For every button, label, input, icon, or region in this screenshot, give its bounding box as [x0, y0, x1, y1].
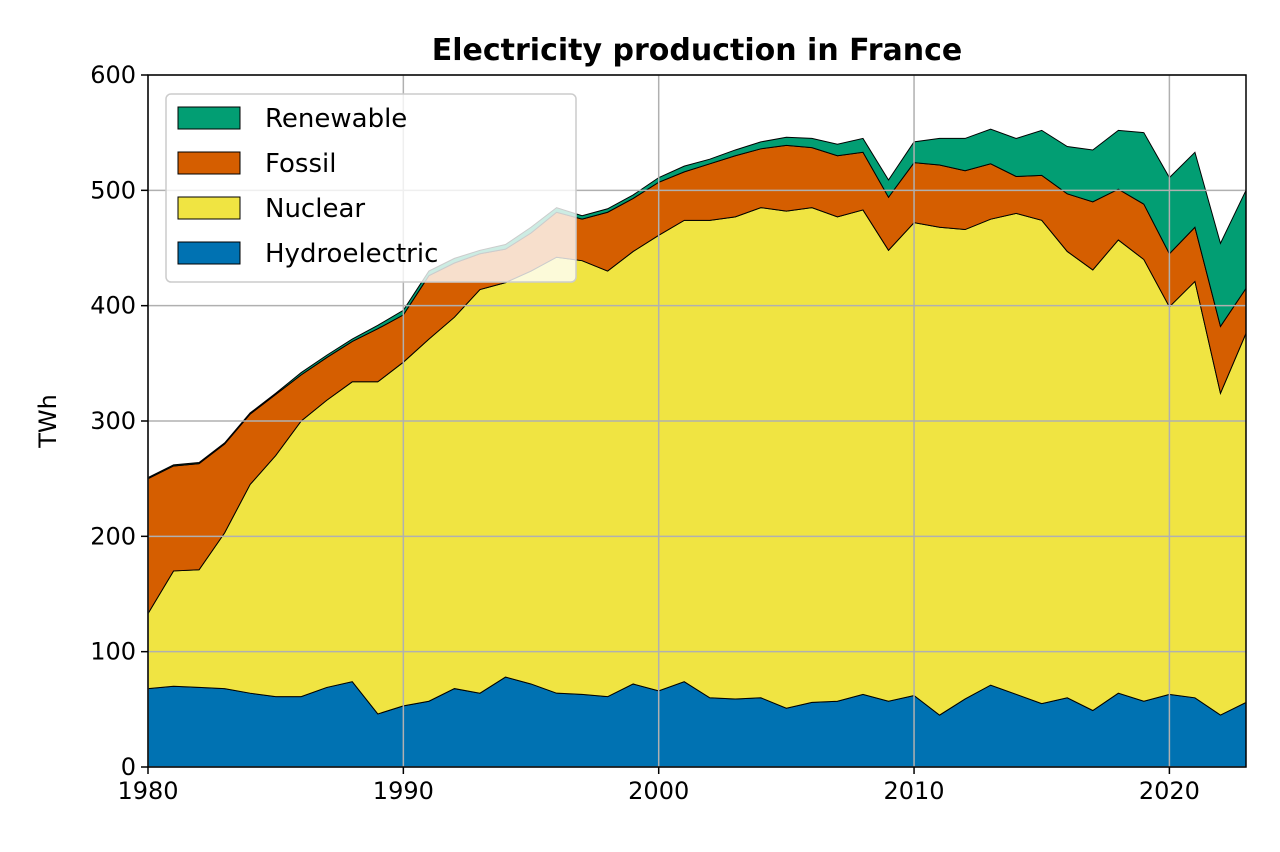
- legend-swatch-renewable: [177, 106, 241, 130]
- legend-label-hydroelectric: Hydroelectric: [265, 239, 438, 269]
- legend-label-renewable: Renewable: [265, 104, 407, 134]
- y-tick-label: 300: [90, 407, 136, 435]
- x-tick-label: 1990: [373, 777, 434, 805]
- legend-swatch-fossil: [177, 151, 241, 175]
- legend-swatch-nuclear: [177, 196, 241, 220]
- area-nuclear: [147, 207, 1247, 716]
- y-tick-label: 0: [121, 753, 136, 781]
- plot-frame: [147, 74, 1247, 768]
- legend-label-fossil: Fossil: [265, 149, 336, 179]
- x-tick-label: 2020: [1139, 777, 1200, 805]
- y-axis-label: TWh: [34, 394, 62, 449]
- legend: Renewable Fossil Nuclear Hydroelectric: [165, 93, 577, 283]
- legend-label-nuclear: Nuclear: [265, 194, 365, 224]
- legend-swatch-hydroelectric: [177, 241, 241, 265]
- y-tick-label: 600: [90, 61, 136, 89]
- y-tick-label: 500: [90, 176, 136, 204]
- legend-box: [165, 93, 577, 283]
- y-tick-label: 400: [90, 292, 136, 320]
- x-tick-label: 2000: [628, 777, 689, 805]
- y-tick-label: 100: [90, 638, 136, 666]
- axes: 1980 1990 2000 2010 2020 0 100 200 300 400 500 600: [90, 61, 1247, 805]
- x-tick-label: 1980: [117, 777, 178, 805]
- x-tick-label: 2010: [884, 777, 945, 805]
- chart-title: Electricity production in France: [432, 33, 962, 68]
- y-tick-label: 200: [90, 522, 136, 550]
